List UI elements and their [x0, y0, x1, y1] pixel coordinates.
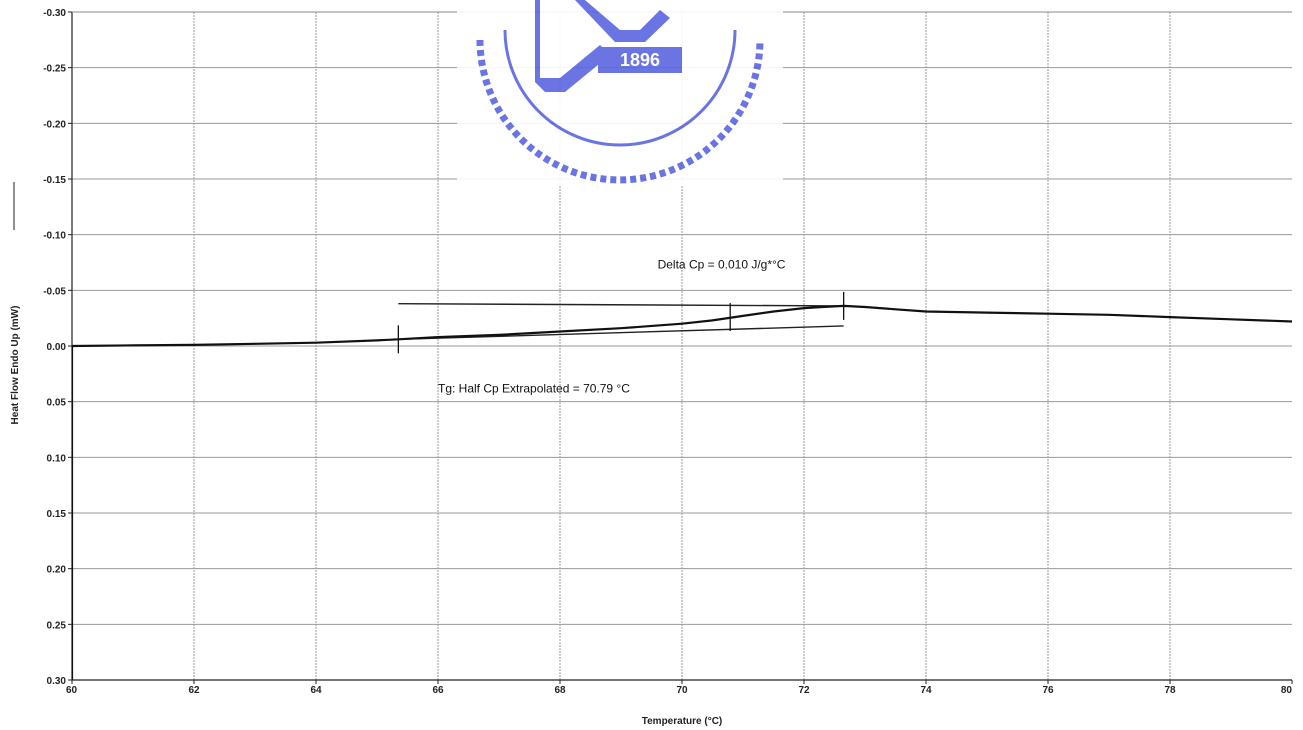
y-tick-label: -0.15	[43, 175, 66, 186]
baseline	[398, 325, 844, 341]
y-tick-label: -0.25	[43, 64, 66, 75]
x-tick-label: 66	[432, 685, 444, 696]
y-tick-label: -0.10	[43, 231, 66, 242]
seal-emblem	[535, 0, 610, 92]
tick-labels: 60 62 64 66 68 70 72 74 76 78 80 -0.30 -0.25 -0.20 -0.…	[10, 8, 1292, 727]
y-tick-label: 0.25	[47, 620, 67, 631]
x-tick-label: 60	[66, 685, 78, 696]
heat-flow-series-line	[71, 304, 1293, 348]
seal-ring-inner	[503, 29, 737, 147]
y-tick-label: 0.15	[47, 509, 67, 520]
series-layer	[71, 304, 1293, 680]
baseline	[398, 302, 844, 307]
y-tick-label: -0.30	[43, 8, 66, 19]
seal-year: 1896	[620, 50, 660, 70]
baselines	[398, 302, 844, 341]
x-tick-label: 70	[676, 685, 688, 696]
x-tick-label: 76	[1042, 685, 1054, 696]
seal-ring	[476, 39, 764, 184]
x-tick-label: 68	[554, 685, 566, 696]
x-tick-label: 80	[1281, 685, 1293, 696]
y-tick-label: -0.20	[43, 119, 66, 130]
x-tick-label: 62	[188, 685, 200, 696]
y-tick-label: 0.05	[47, 398, 67, 409]
y-axis-label: Heat Flow Endo Up (mW)	[10, 306, 21, 425]
annotation-text: Tg: Half Cp Extrapolated = 70.79 °C	[438, 381, 630, 395]
x-tick-label: 72	[798, 685, 810, 696]
x-tick-label: 64	[310, 685, 322, 696]
y-tick-label: -0.05	[43, 286, 66, 297]
seal-emblem-bar	[575, 0, 670, 42]
y-tick-label: 0.20	[47, 565, 67, 576]
y-tick-label: 0.30	[47, 676, 67, 687]
x-tick-label: 78	[1164, 685, 1176, 696]
markers	[397, 291, 845, 354]
x-axis-label: Temperature (°C)	[642, 716, 723, 727]
y-tick-label: 0.10	[47, 453, 67, 464]
annotations: Delta Cp = 0.010 J/g*°C Tg: Half Cp Extra…	[438, 258, 786, 396]
seal-year-box	[598, 47, 682, 73]
university-seal-watermark: 1896	[457, 0, 783, 185]
y-tick-label: 0.00	[47, 342, 67, 353]
x-tick-label: 74	[920, 685, 932, 696]
annotation-text: Delta Cp = 0.010 J/g*°C	[658, 258, 786, 272]
